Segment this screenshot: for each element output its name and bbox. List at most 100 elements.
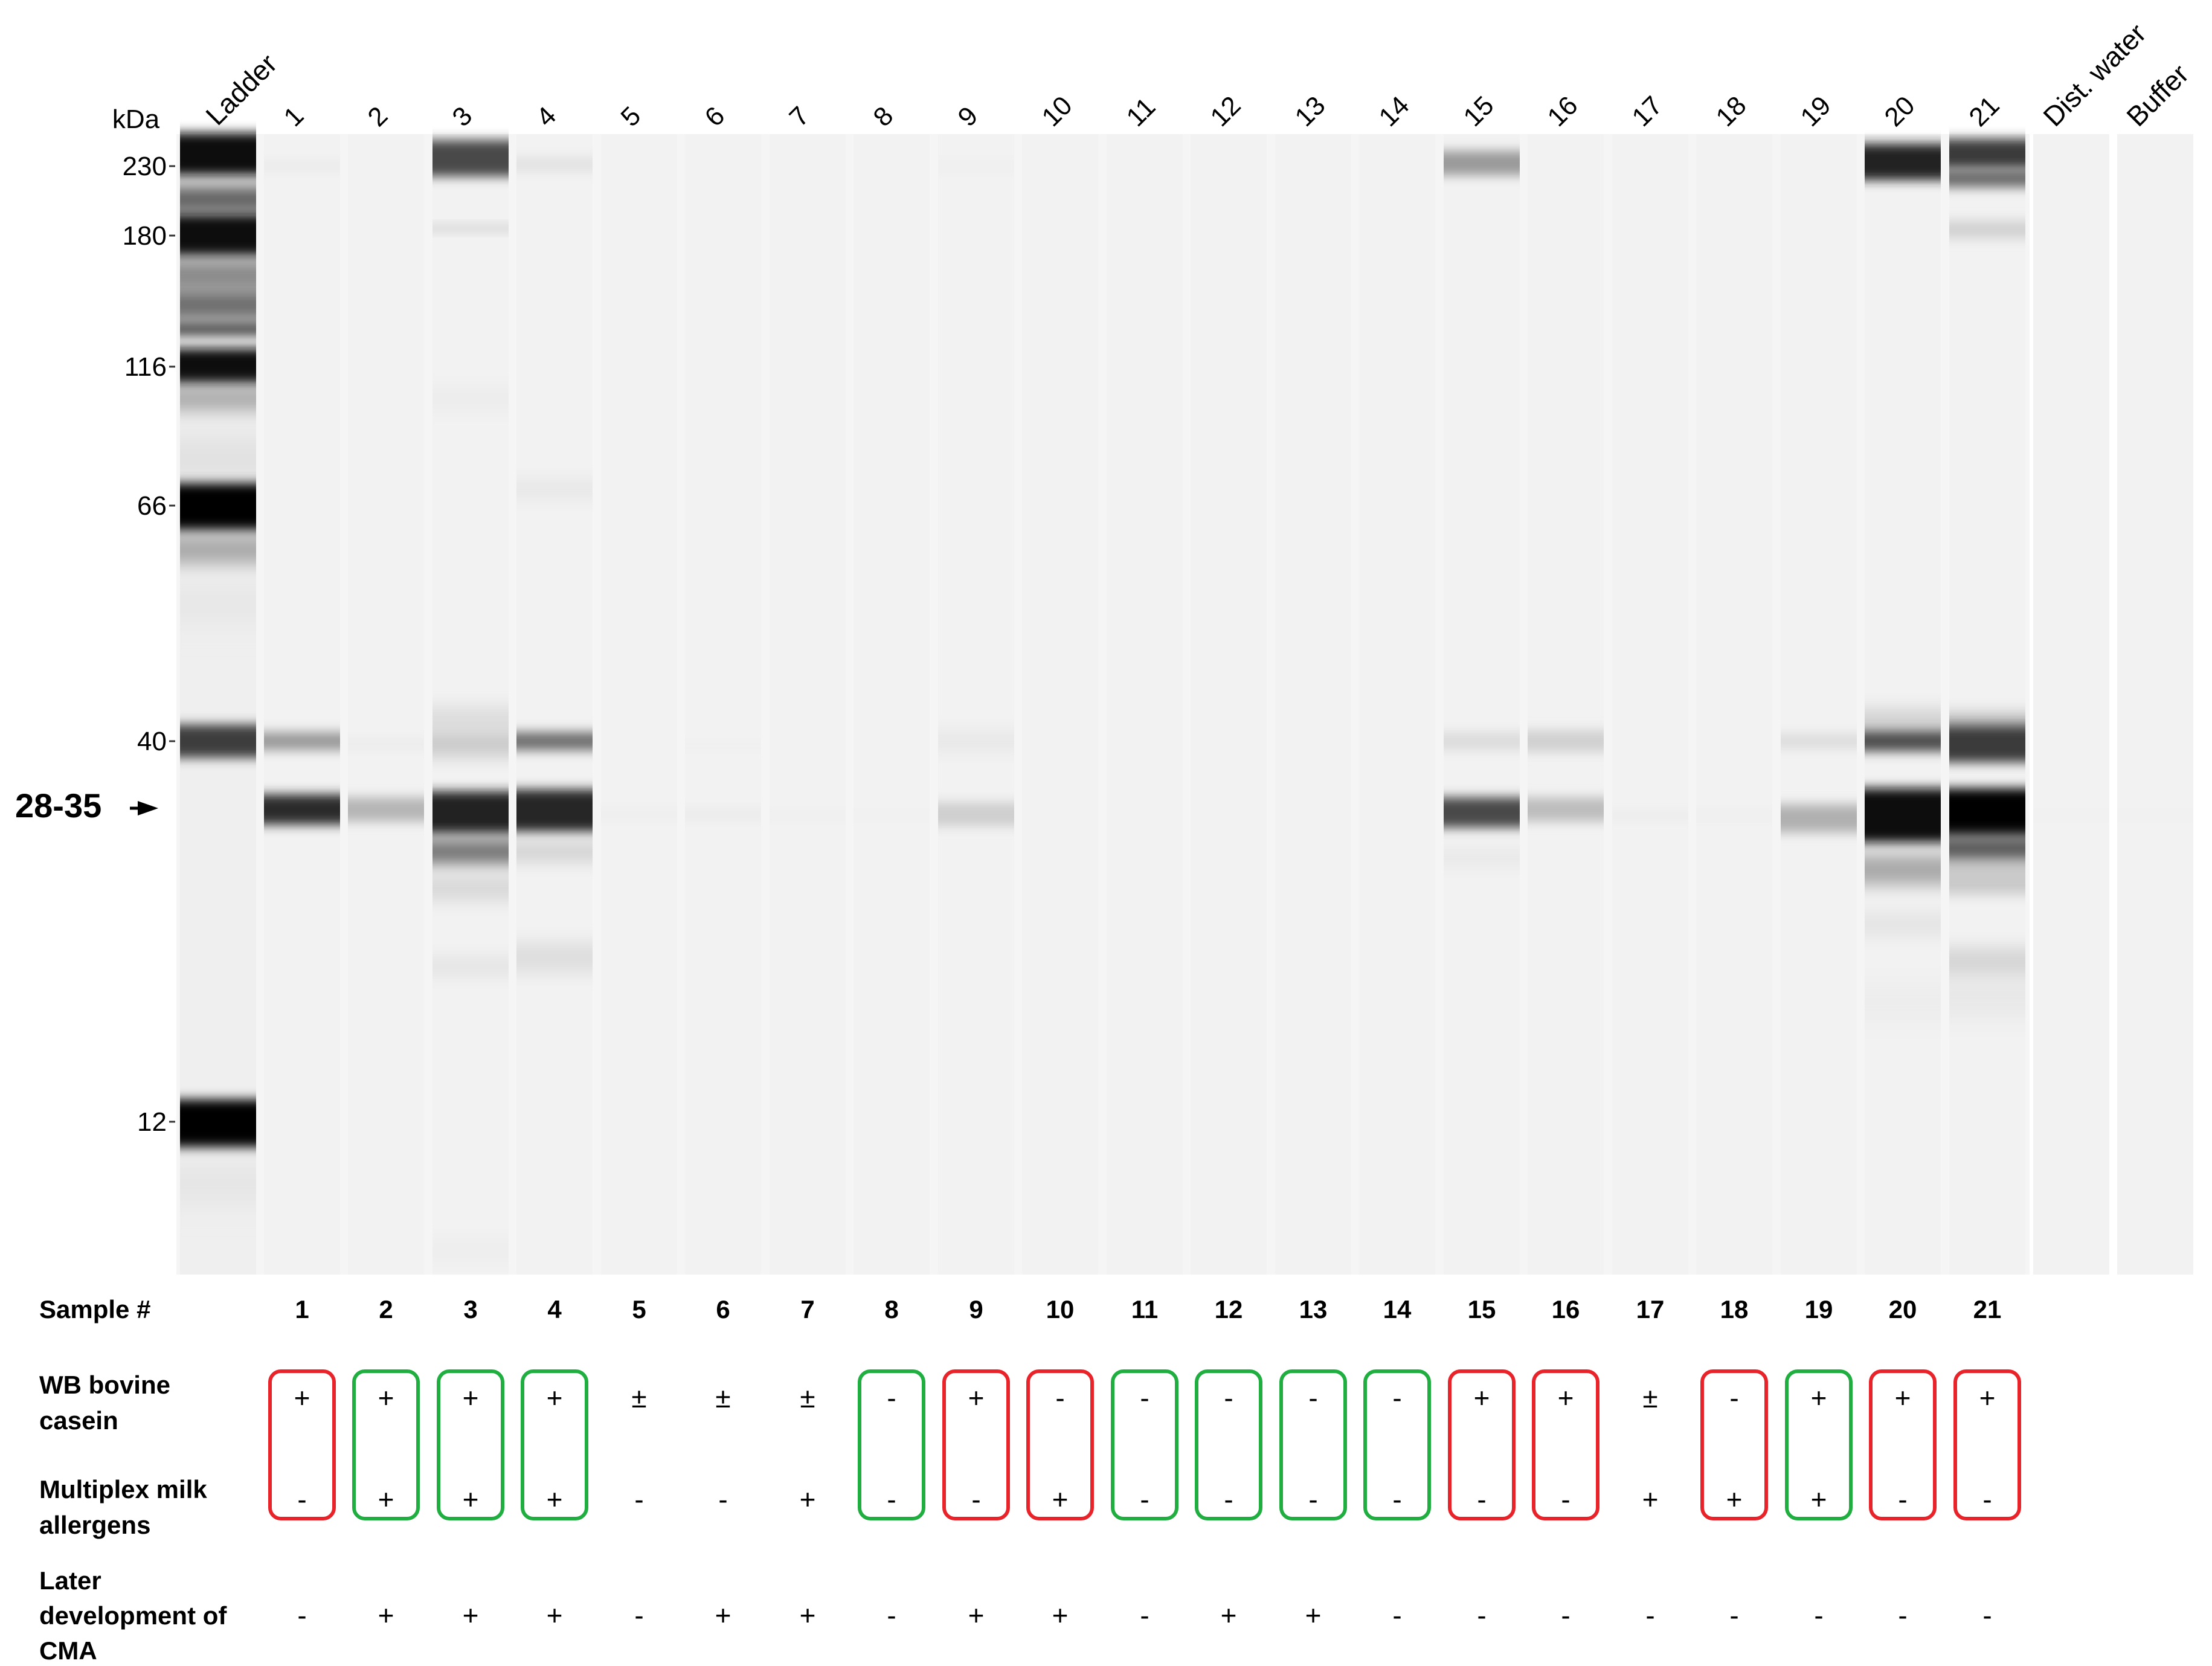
gel-band	[1949, 948, 2025, 979]
sample-lane-17	[1612, 134, 1688, 1275]
wb-result: +	[968, 1382, 985, 1414]
later-cma-result: -	[887, 1600, 896, 1631]
wb-result: -	[1140, 1382, 1149, 1414]
arrow-icon	[138, 801, 158, 815]
lane-number-label: 8	[867, 101, 899, 132]
ladder-band	[180, 483, 256, 532]
ladder-band	[180, 1099, 256, 1148]
ladder-band	[180, 1166, 256, 1202]
buffer-label: Buffer	[2120, 58, 2194, 132]
later-cma-result: -	[1392, 1600, 1401, 1631]
ladder-band	[180, 349, 256, 385]
wb-result: +	[1558, 1382, 1574, 1414]
gel-band	[938, 802, 1014, 826]
lane-number-label: 18	[1710, 91, 1752, 132]
later-cma-result: +	[1052, 1600, 1069, 1631]
multiplex-result: +	[1052, 1484, 1069, 1515]
gel-band	[1865, 788, 1941, 843]
gel-band	[1949, 788, 2025, 837]
lane-number-label: 11	[1120, 92, 1161, 132]
later-row-label-2: development of	[39, 1601, 227, 1630]
result-box-red	[1953, 1369, 2021, 1520]
sample-number: 4	[547, 1295, 562, 1323]
dist-water-lane	[2033, 134, 2109, 1275]
gel-band	[1528, 797, 1604, 822]
sample-lane-14	[1359, 134, 1435, 1275]
later-cma-result: +	[800, 1600, 816, 1631]
gel-band	[264, 732, 340, 750]
wb-result: ±	[715, 1382, 730, 1414]
multiplex-result: +	[1642, 1484, 1659, 1515]
lane-number-label: 7	[783, 101, 815, 132]
result-box-red	[942, 1369, 1010, 1520]
later-row-label-3: CMA	[39, 1636, 97, 1665]
gel-band	[264, 160, 340, 172]
mw-tick-label: 12	[137, 1107, 167, 1137]
lane-number-label: 3	[446, 101, 478, 132]
later-cma-result: +	[547, 1600, 563, 1631]
wb-result: -	[1308, 1382, 1317, 1414]
wb-result: ±	[631, 1382, 646, 1414]
gel-band	[516, 843, 593, 861]
lane-number-label: 17	[1626, 91, 1668, 132]
sample-number: 12	[1215, 1295, 1243, 1323]
mw-tick-label: 230	[123, 152, 167, 181]
sample-lane-6	[685, 134, 761, 1275]
kda-label: kDa	[112, 105, 160, 134]
wb-result: -	[1729, 1382, 1738, 1414]
multiplex-result: +	[378, 1484, 394, 1515]
gel-band	[432, 707, 509, 731]
gel-band	[1949, 139, 2025, 169]
later-cma-result: +	[1305, 1600, 1322, 1631]
gel-band	[432, 791, 509, 834]
mw-axis: 230 180 116 66 40 12	[123, 152, 175, 1137]
sample-lane-11	[1107, 134, 1183, 1275]
gel-band	[432, 957, 509, 976]
sample-lane-5	[601, 134, 677, 1275]
result-box-green	[858, 1369, 925, 1520]
ladder-band	[180, 214, 256, 257]
gel-band	[1949, 979, 2025, 1015]
result-box-green	[1363, 1369, 1431, 1520]
result-box-red	[1869, 1369, 1937, 1520]
mw-tick-label: 116	[124, 352, 167, 382]
gel-band	[1444, 151, 1520, 175]
lane-number-label: 20	[1879, 91, 1920, 132]
wb-result: +	[1474, 1382, 1490, 1414]
gel-band	[516, 157, 593, 172]
gel-band	[1949, 726, 2025, 762]
sample-row-label: Sample #	[39, 1295, 150, 1323]
sample-number: 17	[1636, 1295, 1665, 1323]
mx-row-label-2: allergens	[39, 1511, 150, 1539]
sample-number: 8	[884, 1295, 898, 1323]
ladder-band	[180, 724, 256, 758]
multiplex-result: -	[1224, 1484, 1233, 1515]
result-box-red	[268, 1369, 336, 1520]
wb-result: +	[378, 1382, 394, 1414]
gel-band	[1865, 985, 1941, 1021]
result-box-green	[437, 1369, 504, 1520]
gel-band	[516, 480, 593, 498]
sample-lane-12	[1191, 134, 1267, 1275]
sample-number: 19	[1805, 1295, 1833, 1323]
sample-lane-4	[516, 134, 593, 1275]
multiplex-result: -	[1898, 1484, 1907, 1515]
lane-number-label: 2	[362, 101, 393, 132]
gel-band	[685, 807, 761, 822]
multiplex-result: -	[1392, 1484, 1401, 1515]
gel-band	[1865, 855, 1941, 885]
later-cma-result: -	[1561, 1600, 1570, 1631]
lane-number-label: 13	[1289, 91, 1331, 132]
mw-tick-label: 40	[137, 727, 167, 756]
later-cma-result: -	[1140, 1600, 1149, 1631]
multiplex-result: +	[800, 1484, 816, 1515]
ladder-band	[180, 323, 256, 335]
multiplex-result: -	[297, 1484, 306, 1515]
later-cma-result: -	[634, 1600, 643, 1631]
sample-number: 21	[1973, 1295, 2002, 1323]
arrow-label: 28-35	[15, 786, 101, 825]
later-cma-result: -	[1814, 1600, 1823, 1631]
sample-lane-18	[1696, 134, 1772, 1275]
later-cma-result: -	[1982, 1600, 1992, 1631]
